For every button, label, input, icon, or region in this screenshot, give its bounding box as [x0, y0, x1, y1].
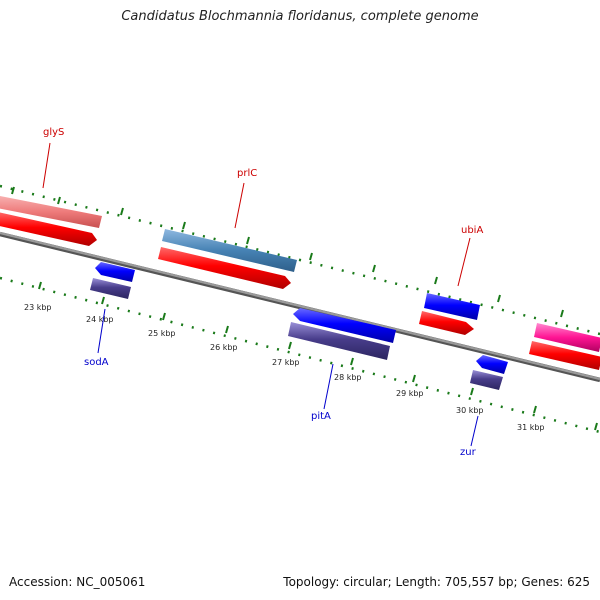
cds-prlC[interactable] — [158, 247, 291, 289]
gene-label-sodA[interactable]: sodA — [84, 357, 109, 368]
cds-glyS[interactable] — [0, 212, 97, 246]
leader-line-glyS — [42, 142, 51, 189]
inner-major-tick — [594, 422, 598, 431]
gene-label-prlC[interactable]: prlC — [237, 168, 257, 179]
inner-tick-track — [0, 276, 600, 434]
inner-major-tick — [38, 281, 42, 290]
kbp-label: 27 kbp — [272, 358, 300, 367]
leader-line-pitA — [323, 363, 334, 410]
inner-major-tick — [288, 341, 292, 350]
accession-text: Accession: NC_005061 — [9, 575, 146, 589]
feature-pitA[interactable] — [293, 308, 396, 343]
outer-major-tick — [434, 276, 438, 285]
outer-tick-dots — [0, 184, 600, 336]
gene-label-pitA[interactable]: pitA — [311, 411, 331, 422]
leader-line-ubiA — [457, 237, 471, 287]
feature-zur[interactable] — [476, 355, 508, 374]
kbp-label: 28 kbp — [334, 373, 362, 382]
inner-major-tick — [412, 374, 416, 383]
kbp-label: 26 kbp — [210, 343, 238, 352]
reverse-strand-features — [90, 262, 508, 390]
kbp-label: 31 kbp — [517, 423, 545, 432]
outer-major-tick — [372, 264, 376, 273]
cds-pitA[interactable] — [288, 322, 390, 360]
inner-tick-dots — [0, 276, 600, 434]
inner-major-tick — [101, 296, 105, 305]
leader-line-sodA — [97, 308, 106, 354]
kbp-label: 30 kbp — [456, 406, 484, 415]
outer-major-tick — [560, 309, 564, 318]
feature-glyS[interactable] — [0, 196, 102, 228]
map-title: Candidatus Blochmannia floridanus, compl… — [121, 9, 479, 24]
outer-major-tick — [246, 236, 250, 245]
inner-major-tick — [533, 405, 537, 414]
genome-summary-text: Topology: circular; Length: 705,557 bp; … — [283, 575, 590, 589]
feature-edge[interactable] — [534, 323, 600, 352]
outer-major-tick — [57, 196, 61, 205]
cds-sodA[interactable] — [90, 278, 131, 299]
gene-label-ubiA[interactable]: ubiA — [461, 225, 483, 236]
kbp-scale-labels: 23 kbp 24 kbp 25 kbp 26 kbp 27 kbp 28 kb… — [24, 303, 545, 432]
outer-major-tick — [182, 221, 186, 230]
kbp-label: 29 kbp — [396, 389, 424, 398]
genome-backbone — [0, 231, 600, 381]
cds-ubiA[interactable] — [419, 311, 474, 335]
inner-major-tick — [225, 325, 229, 334]
outer-major-tick — [497, 294, 501, 303]
outer-major-tick — [309, 252, 313, 261]
inner-major-tick — [162, 312, 166, 321]
kbp-label: 25 kbp — [148, 329, 176, 338]
feature-sodA[interactable] — [95, 262, 135, 282]
cds-zur[interactable] — [470, 370, 503, 390]
outer-major-tick — [11, 186, 15, 195]
gene-label-glyS[interactable]: glyS — [43, 127, 64, 138]
gene-label-zur[interactable]: zur — [460, 447, 477, 458]
inner-major-tick — [350, 357, 354, 366]
kbp-label: 24 kbp — [86, 315, 114, 324]
feature-ubiA[interactable] — [424, 293, 480, 320]
gene-labels: glyS prlC ubiA sodA pitA zur — [42, 127, 483, 458]
cds-edge[interactable] — [529, 341, 600, 370]
leader-line-zur — [470, 415, 479, 447]
leader-line-prlC — [234, 182, 245, 229]
feature-prlC[interactable] — [162, 229, 297, 272]
outer-major-tick — [120, 207, 124, 216]
outer-tick-track — [0, 184, 600, 336]
forward-strand-features — [0, 196, 600, 370]
inner-major-tick — [470, 387, 474, 396]
kbp-label: 23 kbp — [24, 303, 52, 312]
